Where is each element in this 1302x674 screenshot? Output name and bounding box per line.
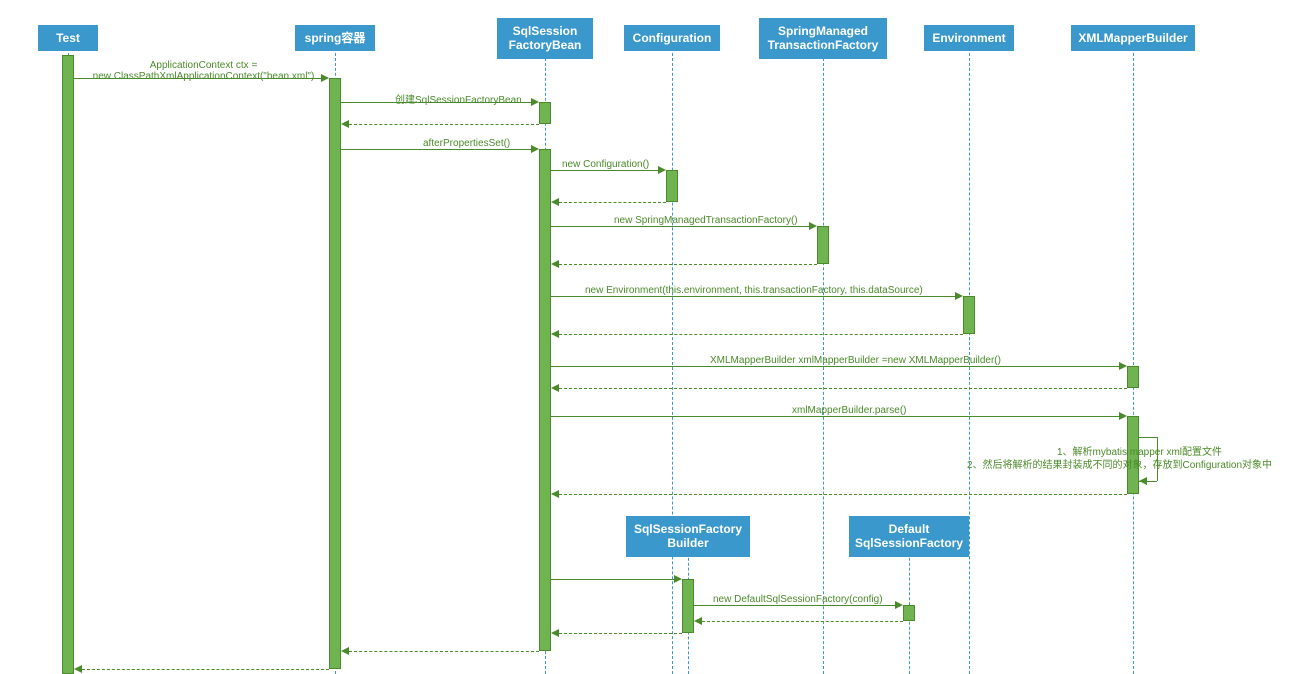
arrow-8 (551, 416, 1120, 417)
arrow-head-3 (531, 145, 539, 153)
arrow-ssfb (551, 579, 675, 580)
activation-dsf (903, 605, 915, 621)
arrow-head-5 (809, 222, 817, 230)
lifeline-xmb (1133, 48, 1134, 674)
activation-ssfb (682, 579, 694, 633)
arrow-7 (551, 366, 1120, 367)
return-7 (559, 388, 1127, 389)
arrow-1 (74, 78, 322, 79)
return-head-ssfb (551, 629, 559, 637)
return-4 (559, 202, 666, 203)
arrow-head-4 (658, 166, 666, 174)
arrow-6 (551, 296, 956, 297)
activation-config (666, 170, 678, 202)
return-head-9 (694, 617, 702, 625)
msg-label-3: afterPropertiesSet() (423, 138, 510, 149)
return-2 (349, 124, 539, 125)
return-head-6 (551, 330, 559, 338)
msg-label-5: new SpringManagedTransactionFactory() (614, 215, 798, 226)
arrow-head-9 (895, 601, 903, 609)
return-head-5 (551, 260, 559, 268)
note-line1: 1、解析mybatis mapper xml配置文件 (1057, 446, 1222, 459)
activation-env (963, 296, 975, 334)
msg-label-6: new Environment(this.environment, this.t… (585, 285, 923, 296)
msg-label-9: new DefaultSqlSessionFactory(config) (713, 594, 883, 605)
selfloop-head (1139, 477, 1147, 485)
return-3 (349, 651, 539, 652)
arrow-4 (551, 170, 659, 171)
return-5 (559, 264, 817, 265)
return-head-4 (551, 198, 559, 206)
arrow-3 (341, 149, 532, 150)
activation-xmb-1 (1127, 366, 1139, 388)
activation-spring (329, 78, 341, 669)
msg-label-7: XMLMapperBuilder xmlMapperBuilder =new X… (710, 355, 1001, 366)
selfloop-top (1139, 437, 1157, 438)
arrow-head-7 (1119, 362, 1127, 370)
return-head-8 (551, 490, 559, 498)
return-head-3 (341, 647, 349, 655)
return-head-1 (74, 665, 82, 673)
arrow-5 (551, 226, 810, 227)
activation-test (62, 55, 74, 674)
msg-label-4: new Configuration() (562, 159, 649, 170)
msg-label-8: xmlMapperBuilder.parse() (792, 405, 907, 416)
return-8 (559, 494, 1127, 495)
return-9 (702, 621, 903, 622)
activation-smtf (817, 226, 829, 264)
return-6 (559, 334, 963, 335)
arrow-head-8 (1119, 412, 1127, 420)
return-head-2 (341, 120, 349, 128)
arrow-head-2 (531, 98, 539, 106)
return-ssfb (559, 633, 682, 634)
activation-sfb-2 (539, 149, 551, 651)
arrow-9 (694, 605, 896, 606)
return-head-7 (551, 384, 559, 392)
msg-label-2: 创建SqlSessionFactoryBean (395, 91, 522, 106)
return-1 (82, 669, 329, 670)
arrow-head-1 (321, 74, 329, 82)
arrow-2 (341, 102, 532, 103)
arrow-head-ssfb (674, 575, 682, 583)
note-line2: 2、然后将解析的结果封装成不同的对象，存放到Configuration对象中 (967, 459, 1272, 472)
lifeline-config (672, 48, 673, 674)
activation-sfb-1 (539, 102, 551, 124)
arrow-head-6 (955, 292, 963, 300)
